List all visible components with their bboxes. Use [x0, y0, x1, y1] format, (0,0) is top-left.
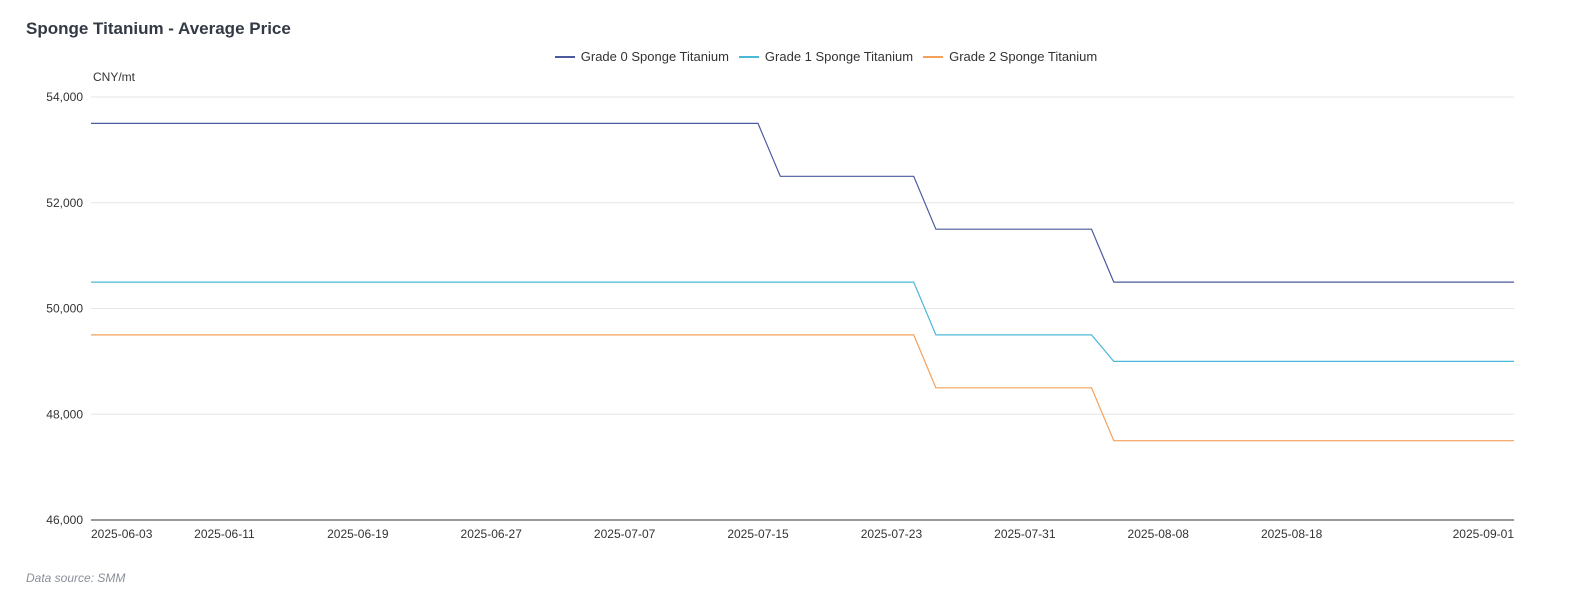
legend-label-grade-0: Grade 0 Sponge Titanium	[580, 49, 729, 64]
legend-label-grade-1: Grade 1 Sponge Titanium	[764, 49, 914, 64]
x-tick-label: 2025-08-18	[1261, 527, 1323, 541]
x-tick-label: 2025-08-08	[1128, 527, 1190, 541]
y-tick-label: 54,000	[46, 90, 83, 104]
chart-title: Sponge Titanium - Average Price	[26, 19, 291, 38]
series-line-grade-0	[91, 122, 1514, 283]
x-tick-label: 2025-06-27	[461, 527, 523, 541]
legend-item-grade-1[interactable]: Grade 1 Sponge Titanium	[738, 49, 914, 64]
series-line-grade-1	[91, 281, 1514, 362]
y-tick-label: 46,000	[46, 513, 83, 527]
y-tick-label: 52,000	[46, 196, 83, 210]
legend-swatch-grade-1	[738, 55, 759, 58]
legend-item-grade-0[interactable]: Grade 0 Sponge Titanium	[554, 49, 729, 64]
x-tick-label: 2025-06-03	[91, 527, 153, 541]
series-line-grade-2	[91, 334, 1514, 442]
y-axis-unit-label: CNY/mt	[93, 70, 135, 84]
y-tick-label: 50,000	[46, 302, 83, 316]
data-source-note: Data source: SMM	[26, 571, 126, 585]
x-tick-label: 2025-07-15	[727, 527, 789, 541]
y-tick-label: 48,000	[46, 407, 83, 421]
legend-item-grade-2[interactable]: Grade 2 Sponge Titanium	[923, 49, 1097, 64]
legend-label-grade-2: Grade 2 Sponge Titanium	[949, 49, 1098, 64]
x-tick-label: 2025-06-19	[327, 527, 389, 541]
x-tick-label: 2025-09-01	[1453, 527, 1515, 541]
x-tick-label: 2025-06-11	[194, 527, 255, 541]
x-tick-label: 2025-07-31	[994, 527, 1056, 541]
x-tick-label: 2025-07-07	[594, 527, 656, 541]
legend-swatch-grade-0	[554, 55, 575, 58]
legend-swatch-grade-2	[923, 55, 944, 58]
chart-legend: Grade 0 Sponge Titanium Grade 1 Sponge T…	[0, 49, 1592, 64]
x-tick-label: 2025-07-23	[861, 527, 923, 541]
